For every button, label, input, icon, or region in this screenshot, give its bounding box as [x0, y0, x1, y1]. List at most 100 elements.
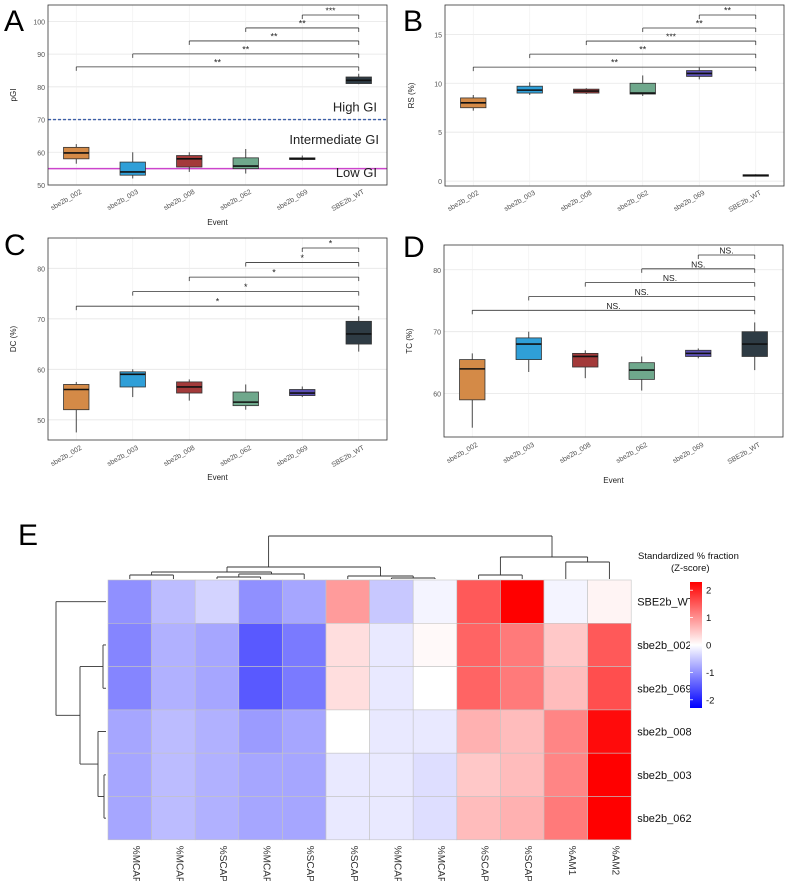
- heatmap-cell: [107, 752, 152, 797]
- plot-border: [443, 244, 784, 438]
- heatmap-cell: [282, 579, 327, 624]
- column-label: %MCAP5: [435, 846, 446, 881]
- heatmap-cell: [500, 622, 545, 667]
- heatmap-cell: [543, 796, 588, 841]
- legend-tick-label: -2: [706, 695, 714, 706]
- heatmap-cell: [107, 622, 152, 667]
- heatmap-cell: [587, 579, 632, 624]
- x-tick-label: sbe2b_003: [502, 442, 536, 465]
- legend-color-bar: [690, 582, 702, 708]
- y-tick-label: 50: [37, 183, 45, 190]
- box-sbe2b_062: [232, 157, 259, 170]
- panel-letter-d: D: [403, 231, 425, 264]
- heatmap-cell: [151, 709, 196, 754]
- heatmap-cell: [107, 796, 152, 841]
- y-tick-label: 50: [37, 418, 45, 425]
- heatmap-cell: [412, 622, 458, 667]
- x-tick-label: SBE2b_WT: [727, 441, 763, 466]
- heatmap-cell: [543, 752, 588, 797]
- panel-d-boxplot: 60 70 80 NS. NS. NS. NS. NS. sbe2b_002 sbe2b_003 s…: [405, 244, 784, 485]
- panel-letter-c: C: [4, 229, 26, 262]
- significance-label: **: [214, 57, 222, 67]
- heatmap-cell: [194, 709, 240, 754]
- y-tick-label: 90: [37, 52, 45, 59]
- significance-label: *: [300, 253, 304, 263]
- x-tick-label: sbe2b_003: [106, 189, 140, 212]
- heatmap-cell: [456, 752, 501, 797]
- heatmap-cell: [369, 752, 414, 797]
- heatmap-cell: [587, 622, 632, 667]
- box-sbe2b_003: [119, 371, 146, 388]
- x-tick-label: sbe2b_069: [673, 190, 707, 213]
- y-tick-label: 70: [433, 330, 441, 337]
- x-tick-label: sbe2b_003: [106, 445, 140, 468]
- box-sbe2b_002: [63, 384, 90, 411]
- column-label: %SCAP4: [348, 846, 359, 881]
- heatmap-cell: [107, 709, 152, 754]
- heatmap-cell: [151, 622, 196, 667]
- heatmap-cell: [282, 752, 327, 797]
- heatmap-cell: [325, 666, 370, 711]
- panel-e-heatmap: SBE2b_WT sbe2b_002 sbe2b_069 sbe2b_008 sbe2b…: [55, 535, 739, 881]
- x-tick-label: sbe2b_069: [672, 442, 706, 465]
- x-axis-title: Event: [207, 218, 228, 227]
- significance-label: **: [270, 31, 278, 41]
- plot-border: [444, 4, 785, 187]
- significance-label: *: [216, 297, 220, 307]
- row-label: sbe2b_069: [637, 683, 691, 695]
- x-tick-label: sbe2b_008: [163, 445, 197, 468]
- heatmap-cell: [412, 579, 458, 624]
- significance-label: *: [329, 239, 333, 249]
- significance-label: **: [639, 45, 647, 55]
- heatmap-cell: [500, 752, 545, 797]
- significance-label: **: [242, 44, 250, 54]
- heatmap-cell: [238, 752, 283, 797]
- legend-tick-label: -1: [706, 668, 714, 679]
- box-sbe2b_062: [629, 82, 656, 95]
- plot-border: [47, 237, 388, 441]
- y-tick-label: 15: [434, 32, 442, 39]
- heatmap-cell: [412, 796, 458, 841]
- y-tick-label: 100: [33, 19, 45, 26]
- heatmap-cell: [194, 579, 240, 624]
- x-axis-title: Event: [207, 473, 228, 482]
- row-label: sbe2b_003: [637, 770, 691, 782]
- legend-tick-label: 2: [706, 586, 711, 597]
- heatmap-cell: [543, 622, 588, 667]
- y-axis-title: RS (%): [407, 82, 416, 108]
- heatmap-cell: [238, 796, 283, 841]
- panel-letter-e: E: [18, 519, 38, 552]
- y-axis-title: pGI: [9, 89, 18, 102]
- legend-tick-label: 0: [706, 641, 711, 652]
- heatmap-cell: [587, 709, 632, 754]
- heatmap-cell: [369, 709, 414, 754]
- box-sbe2b_003: [515, 337, 542, 360]
- heatmap-cell: [500, 709, 545, 754]
- heatmap-cell: [282, 796, 327, 841]
- heatmap-cell: [238, 579, 283, 624]
- gi-annotation: Intermediate GI: [289, 132, 379, 147]
- heatmap-cell: [543, 709, 588, 754]
- significance-label: *: [244, 282, 248, 292]
- heatmap-cell: [412, 709, 458, 754]
- column-label: %SCAP1: [304, 846, 315, 881]
- gi-annotation: Low GI: [336, 165, 377, 180]
- significance-label: **: [611, 58, 619, 68]
- panel-letter-b: B: [403, 5, 423, 38]
- y-tick-label: 60: [37, 367, 45, 374]
- y-tick-label: 80: [433, 268, 441, 275]
- y-axis-title: TC (%): [405, 328, 414, 354]
- significance-label: NS.: [691, 259, 705, 269]
- heatmap-cell: [369, 622, 414, 667]
- x-tick-label: sbe2b_062: [219, 445, 253, 468]
- significance-label: NS.: [719, 246, 733, 256]
- heatmap-cell: [194, 622, 240, 667]
- y-axis-title: DC (%): [9, 326, 18, 353]
- y-tick-label: 10: [434, 81, 442, 88]
- box-sbe2b_003: [119, 161, 146, 176]
- heatmap-cell: [412, 752, 458, 797]
- heatmap-cell: [500, 579, 545, 624]
- row-label: sbe2b_062: [637, 813, 691, 825]
